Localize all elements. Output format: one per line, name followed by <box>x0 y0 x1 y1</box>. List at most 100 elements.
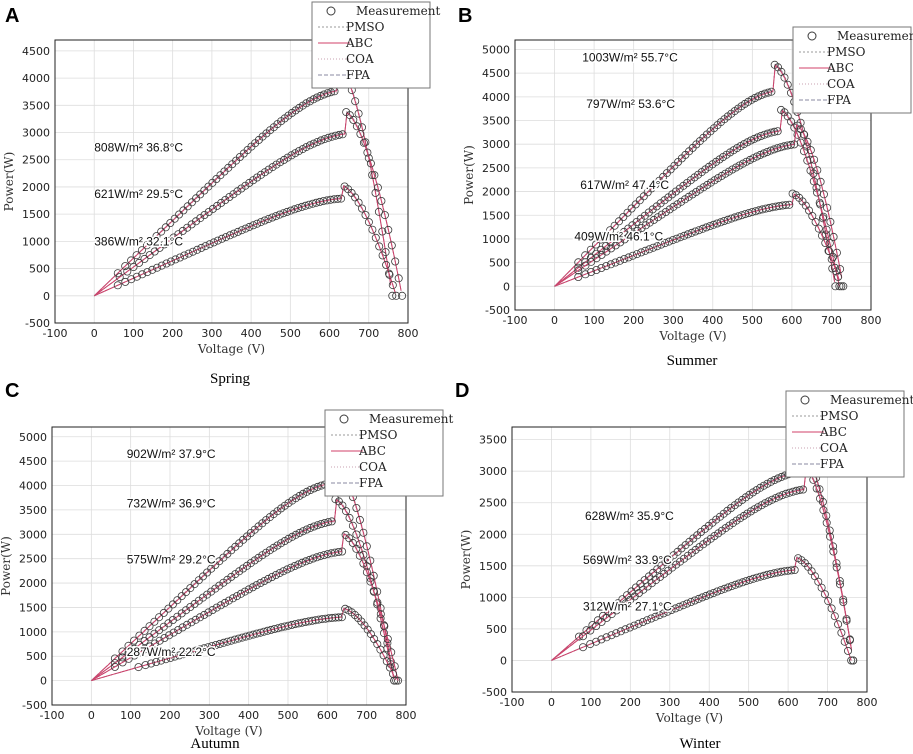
measurement-point <box>601 230 610 239</box>
measurement-point <box>302 487 311 496</box>
x-tick-label: 600 <box>781 314 802 327</box>
measurement-point <box>619 212 628 221</box>
measurement-point <box>581 261 590 270</box>
measurement-point <box>380 622 389 631</box>
x-tick-label: 400 <box>702 314 723 327</box>
measurement-point <box>574 266 583 275</box>
measurement-point <box>113 281 122 290</box>
measurement-point <box>157 261 166 270</box>
panel-b: B-50005001000150020002500300035004000450… <box>458 5 913 369</box>
curve-annotation: 628W/m² 35.9°C <box>585 509 674 523</box>
y-tick-label: 2500 <box>19 553 47 566</box>
measurement-point <box>204 608 213 617</box>
measurement-point <box>592 637 601 646</box>
y-tick-label: 3500 <box>22 99 50 112</box>
measurement-point <box>621 625 630 634</box>
measurement-point <box>148 265 157 274</box>
measurement-point <box>842 616 851 625</box>
x-axis-title: Voltage (V) <box>197 342 265 356</box>
y-tick-label: 2500 <box>22 154 50 167</box>
measurement-point <box>816 200 825 209</box>
measurement-point <box>308 616 317 625</box>
measurement-point <box>709 220 718 229</box>
measurement-point <box>665 237 674 246</box>
measurement-point <box>767 87 776 96</box>
measurement-point <box>121 262 130 271</box>
measurement-point <box>337 613 346 622</box>
measurement-point <box>313 521 322 530</box>
measurement-point <box>246 559 255 568</box>
y-tick-label: 0 <box>43 290 50 303</box>
x-tick-label: 600 <box>778 696 799 709</box>
measurement-point <box>267 573 276 582</box>
measurement-point <box>238 633 247 642</box>
x-tick-label: 700 <box>817 696 838 709</box>
measurement-point <box>302 525 311 534</box>
measurement-point <box>205 240 214 249</box>
x-axis-title: Voltage (V) <box>194 724 262 738</box>
measurement-point <box>653 213 662 222</box>
y-tick-label: 1000 <box>19 626 47 639</box>
measurement-point <box>780 73 789 82</box>
measurement-point <box>252 581 261 590</box>
y-tick-label: 0 <box>503 280 510 293</box>
legend-label: ABC <box>345 36 373 50</box>
measurement-point <box>348 521 357 530</box>
measurement-point <box>834 272 843 281</box>
measurement-point <box>328 613 337 622</box>
measurement-point <box>155 613 164 622</box>
measurement-point <box>820 590 829 599</box>
measurement-point <box>597 617 606 626</box>
measurement-point <box>286 206 295 215</box>
measurement-point <box>672 234 681 243</box>
measurement-point <box>348 538 357 547</box>
y-tick-label: 1000 <box>479 591 507 604</box>
measurement-point <box>837 628 846 637</box>
measurement-point <box>321 614 330 623</box>
measurement-point <box>787 117 796 126</box>
measurement-point <box>661 207 670 216</box>
measurement-point <box>215 639 224 648</box>
measurement-point <box>800 130 809 139</box>
measurement-point <box>194 596 203 605</box>
measurement-point <box>240 587 249 596</box>
measurement-point <box>187 618 196 627</box>
measurement-point <box>763 147 772 156</box>
measurement-point <box>295 528 304 537</box>
measurement-point <box>279 567 288 576</box>
y-tick-label: 1000 <box>22 235 50 248</box>
legend-label: FPA <box>359 476 383 490</box>
legend-label: COA <box>827 77 855 91</box>
measurement-point <box>130 636 139 645</box>
x-tick-label: 600 <box>319 327 340 340</box>
measurement-point <box>387 648 396 657</box>
measurement-point <box>628 251 637 260</box>
measurement-point <box>592 622 601 631</box>
measurement-point <box>143 268 152 277</box>
measurement-point <box>602 613 611 622</box>
measurement-point <box>135 640 144 649</box>
measurement-point <box>169 628 178 637</box>
measurement-point <box>207 642 216 651</box>
season-caption: Autumn <box>190 736 240 752</box>
legend: Measurement PMSO ABC COA FPA <box>324 409 453 497</box>
measurement-point <box>200 644 209 653</box>
measurement-point <box>810 155 819 164</box>
x-tick-label: 200 <box>160 709 181 722</box>
measurement-point <box>822 518 831 527</box>
measurement-point <box>174 626 183 635</box>
y-tick-label: 4500 <box>19 455 47 468</box>
measurement-point <box>356 129 365 138</box>
measurement-point <box>766 477 775 486</box>
y-axis-title: Power(W) <box>0 536 13 596</box>
legend-label: FPA <box>827 93 851 107</box>
measurement-point <box>597 263 606 272</box>
measurement-point <box>319 90 328 99</box>
measurement-point <box>651 612 660 621</box>
series-1 <box>93 108 407 300</box>
measurement-point <box>745 575 754 584</box>
legend-label: PMSO <box>820 409 859 423</box>
measurement-point <box>612 629 621 638</box>
measurement-point <box>284 534 293 543</box>
curve-annotation: 732W/m² 36.9°C <box>127 496 216 510</box>
